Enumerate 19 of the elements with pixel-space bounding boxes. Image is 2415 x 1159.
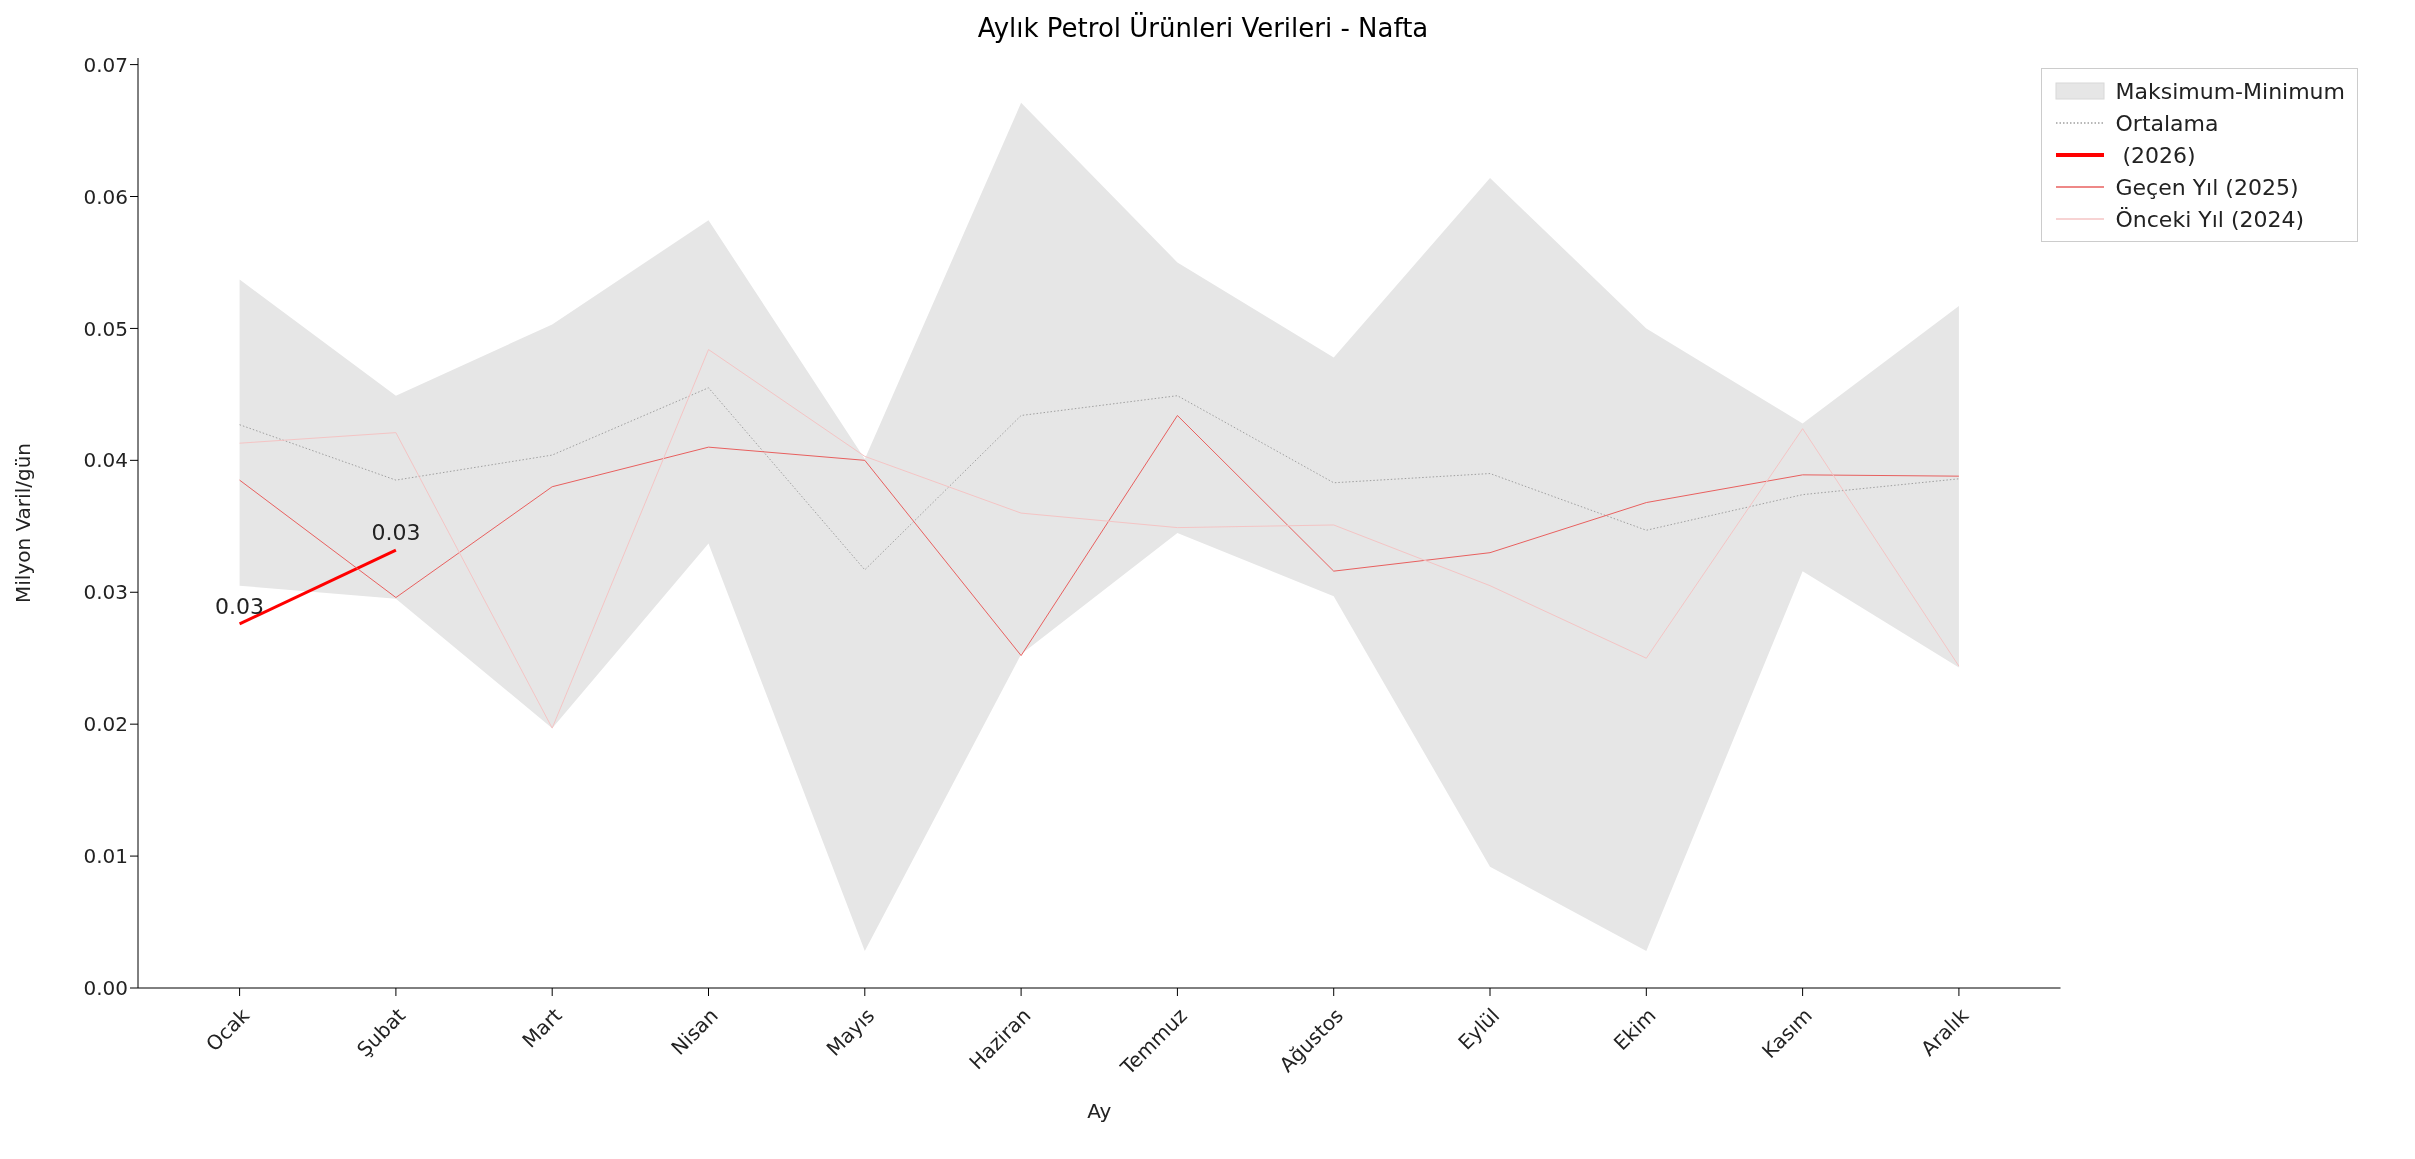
chart-title: Aylık Petrol Ürünleri Verileri - Nafta xyxy=(976,11,1430,45)
legend-label: Geçen Yıl (2025) xyxy=(2115,174,2299,200)
y-tick-label: 0.00 xyxy=(83,976,128,1001)
y-tick-label: 0.03 xyxy=(83,580,128,605)
legend-label: Ortalama xyxy=(2115,110,2219,136)
text: Maksimum-Minimum xyxy=(2115,78,2345,104)
y-tick-label: 0.02 xyxy=(83,712,128,737)
legend-label: (2026) xyxy=(2121,142,2196,168)
y-tick-label: 0.01 xyxy=(83,844,128,869)
data-label: 0.03 xyxy=(371,520,421,546)
line-series xyxy=(239,387,1960,571)
y-axis-title: Milyon Varil/gün xyxy=(11,443,36,603)
data-label: 0.03 xyxy=(215,593,265,619)
x-axis-title: Ay xyxy=(1087,1099,1112,1123)
y-tick-label: 0.05 xyxy=(83,316,128,341)
legend-label: Önceki Yıl (2024) xyxy=(2115,206,2305,232)
y-tick-label: 0.06 xyxy=(83,184,128,209)
y-tick-label: 0.07 xyxy=(83,52,128,77)
y-tick-label: 0.04 xyxy=(83,448,128,473)
